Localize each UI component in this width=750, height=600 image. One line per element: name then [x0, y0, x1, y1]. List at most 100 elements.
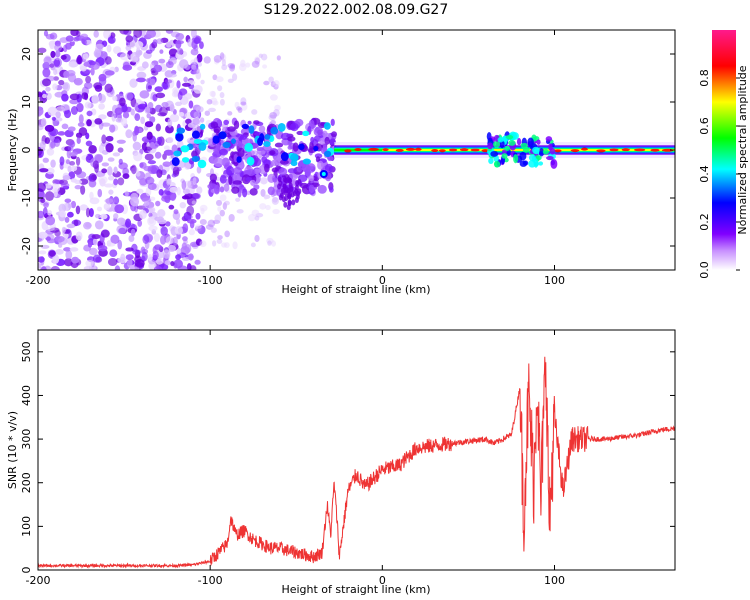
heatmap-cell	[70, 200, 77, 209]
heatmap-cell	[78, 127, 88, 136]
heatmap-cell	[182, 188, 190, 195]
heatmap-cell	[154, 86, 163, 93]
heatmap-cell	[39, 168, 49, 173]
heatmap-cell	[213, 148, 219, 154]
spectrogram-ytick-label: 0	[20, 147, 33, 154]
heatmap-cell	[78, 114, 84, 124]
heatmap-cell	[46, 226, 55, 232]
heatmap-cell	[172, 236, 178, 246]
heatmap-cell	[233, 120, 240, 130]
spectrogram-ytick-label: -10	[20, 189, 33, 207]
heatmap-cell	[227, 63, 236, 69]
heatmap-cell	[292, 142, 299, 152]
heatmap-cell	[276, 55, 281, 61]
heatmap-cell	[287, 168, 297, 174]
heatmap-cell	[259, 133, 265, 143]
heatmap-cell	[120, 105, 128, 113]
heatmap-cell	[490, 150, 499, 157]
heatmap-cell	[280, 152, 289, 161]
heatmap-cell	[54, 44, 63, 52]
heatmap-cell	[114, 107, 123, 116]
heatmap-cell	[154, 151, 162, 159]
colorbar-tick-label: 0.2	[698, 213, 711, 231]
heatmap-cell	[538, 161, 544, 166]
colorbar: 0.0 0.2 0.4 0.6 0.8 Normalized spectral ampl…	[698, 30, 749, 279]
heatmap-cell	[245, 176, 252, 182]
heatmap-cell	[185, 118, 192, 125]
heatmap-cell	[414, 147, 422, 151]
heatmap-cell	[315, 156, 321, 163]
heatmap-cell	[58, 79, 65, 86]
heatmap-cell	[65, 159, 70, 165]
heatmap-cell	[104, 56, 112, 65]
heatmap-cell	[75, 205, 81, 215]
heatmap-cell	[79, 204, 88, 211]
heatmap-cell	[290, 160, 298, 167]
heatmap-cell	[42, 207, 48, 217]
heatmap-cell	[148, 216, 155, 224]
heatmap-cell	[63, 70, 70, 79]
figure-title: S129.2022.002.08.09.G27	[264, 2, 449, 18]
snr-panel: -200 -100 0 100 0 100 200 300 400 500 Height of s…	[6, 329, 676, 596]
heatmap-cell	[42, 78, 51, 87]
heatmap-cell	[302, 130, 310, 137]
heatmap-cell	[228, 175, 233, 186]
heatmap-cell	[251, 109, 258, 115]
heatmap-cell	[105, 135, 114, 142]
heatmap-cell	[116, 139, 126, 144]
heatmap-cell	[153, 233, 160, 243]
heatmap-cell	[40, 197, 46, 204]
heatmap-cell	[212, 135, 220, 144]
heatmap-cell	[287, 193, 292, 200]
heatmap-cell	[101, 168, 108, 174]
heatmap-cell	[231, 186, 240, 194]
heatmap-cell	[119, 53, 130, 61]
heatmap-cell	[283, 189, 288, 196]
heatmap-cell	[98, 144, 105, 154]
heatmap-cell	[135, 77, 146, 83]
heatmap-cell	[228, 213, 235, 222]
heatmap-cell	[43, 202, 49, 208]
heatmap-cell	[368, 147, 380, 151]
heatmap-cell	[51, 116, 56, 121]
snr-series	[38, 356, 675, 569]
heatmap-cell	[107, 157, 115, 162]
heatmap-cell	[533, 158, 539, 168]
heatmap-cell	[104, 70, 115, 76]
heatmap-cell	[114, 204, 125, 214]
heatmap-cell	[260, 189, 266, 197]
heatmap-cell	[38, 250, 47, 255]
heatmap-cell	[213, 55, 222, 63]
heatmap-cell	[110, 234, 120, 245]
heatmap-cell	[181, 157, 190, 163]
heatmap-cell	[581, 147, 588, 151]
heatmap-cell	[134, 102, 139, 112]
heatmap-cell	[113, 166, 118, 174]
heatmap-cell	[236, 209, 244, 214]
heatmap-cell	[519, 151, 527, 161]
heatmap-cell	[267, 186, 275, 196]
heatmap-cell	[59, 156, 65, 166]
heatmap-cell	[192, 117, 200, 125]
heatmap-cell	[100, 229, 110, 238]
heatmap-cell	[196, 166, 202, 174]
heatmap-cell	[64, 216, 70, 223]
heatmap-cell	[55, 249, 64, 255]
heatmap-cell	[269, 94, 278, 101]
heatmap-cell	[190, 48, 199, 56]
heatmap-cell	[88, 145, 97, 154]
heatmap-cell	[232, 180, 243, 185]
heatmap-cell	[231, 73, 238, 81]
heatmap-cell	[289, 122, 299, 132]
heatmap-cell	[155, 258, 164, 265]
heatmap-cell	[395, 148, 404, 152]
heatmap-cell	[219, 91, 225, 99]
heatmap-cell	[63, 232, 69, 239]
heatmap-cell	[319, 137, 326, 146]
heatmap-cell	[144, 153, 154, 161]
heatmap-cell	[193, 37, 201, 45]
heatmap-cell	[106, 44, 112, 53]
heatmap-cell	[554, 149, 562, 153]
heatmap-cell	[240, 101, 247, 106]
heatmap-cell	[287, 199, 292, 206]
